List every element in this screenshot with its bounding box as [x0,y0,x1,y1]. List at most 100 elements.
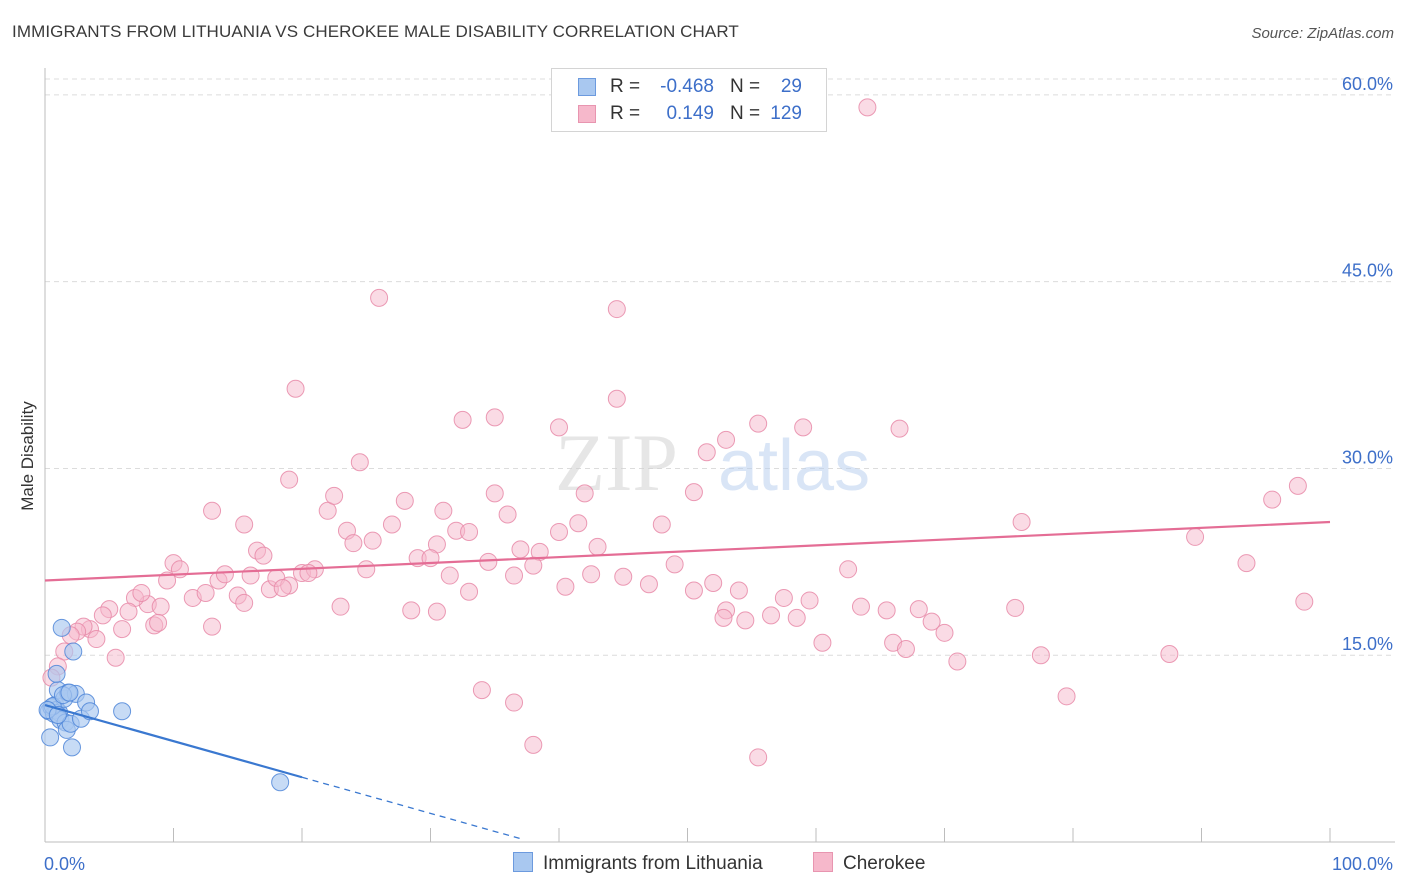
cherokee-point [158,571,177,590]
cherokee-point [472,681,491,700]
cherokee-point [318,501,337,520]
legend-swatch-pink [578,105,596,123]
bottom-legend-lithuania: Immigrants from Lithuania [513,852,763,875]
cherokee-point [607,300,626,319]
cherokee-point [215,565,234,584]
cherokee-point [1160,644,1179,663]
y-tick-label: 60.0% [1342,74,1393,94]
cherokee-point [241,566,260,585]
cherokee-point [800,591,819,610]
lithuania-point [64,642,83,661]
x-tick-label-left: 0.0% [44,854,85,874]
cherokee-point [639,575,658,594]
cherokee-point [890,419,909,438]
cherokee-point [774,588,793,607]
legend-swatch-blue [578,78,596,96]
cherokee-point [357,560,376,579]
cherokee-point [1012,512,1031,531]
lithuania-point [113,702,132,721]
cherokee-point [485,408,504,427]
legend-n-value: 129 [770,103,802,124]
lithuania-trend-extension [301,776,521,840]
cherokee-trend-line [44,520,1331,582]
cherokee-point [813,633,832,652]
cherokee-point [132,583,151,602]
cherokee-point [550,418,568,437]
cherokee-point [909,600,928,619]
cherokee-point [151,597,170,616]
cherokee-point [1057,687,1076,706]
cherokee-point [113,620,132,639]
cherokee-point [460,582,479,601]
cherokee-point [479,552,498,571]
cherokee-point [203,617,222,636]
watermark-atlas: atlas [718,426,870,506]
cherokee-point [106,648,125,667]
bottom-legend-label: Cherokee [843,853,926,874]
cherokee-point [524,556,543,575]
cherokee-point [434,501,453,520]
cherokee-point [607,389,626,408]
cherokee-point [614,567,633,586]
cherokee-point [402,601,421,620]
cherokee-point [505,693,524,712]
cherokee-point [665,555,684,574]
cherokee-point [877,601,896,620]
cherokee-point [858,98,877,117]
cherokee-point [235,593,254,612]
cherokee-point [505,566,524,585]
cherokee-point [511,540,530,559]
cherokee-point [749,748,768,767]
cherokee-point [370,288,389,307]
legend-n-label: N = [730,103,761,124]
watermark-zip: ZIP [555,417,678,508]
cherokee-point [203,501,222,520]
cherokee-point [794,418,813,437]
lithuania-point [271,773,290,792]
cherokee-point [331,597,350,616]
cherokee-point [1263,490,1282,509]
cherokee-point [652,515,671,534]
cherokee-point [684,483,703,502]
lithuania-point [47,664,66,683]
cherokee-point [717,430,736,449]
y-axis-label: Male Disability [18,401,37,511]
cherokee-point [498,505,517,524]
cherokee-point [325,486,344,505]
cherokee-point [440,566,459,585]
cherokee-point [851,597,870,616]
cherokee-point [427,602,446,621]
bottom-legend-cherokee: Cherokee [813,852,925,875]
cherokee-point [299,564,318,583]
cherokee-point [235,515,254,534]
cherokee-point [736,611,755,630]
y-tick-label: 30.0% [1342,447,1393,467]
legend-r-label: R = [610,76,641,97]
cherokee-point [382,515,401,534]
cherokee-point [556,577,575,596]
cherokee-point [714,608,733,627]
lithuania-points [38,618,290,792]
cherokee-point [575,484,594,503]
tick-labels: 15.0% 30.0% 45.0% 60.0% 0.0% 100.0% [44,74,1393,874]
stats-legend: R = -0.468 N = 29 R = 0.149 N = 129 [551,68,827,132]
legend-n-label: N = [730,76,761,97]
lithuania-point [62,738,81,757]
legend-n-value: 29 [780,76,802,97]
cherokee-point [286,379,305,398]
cherokee-point [485,484,504,503]
lithuania-point [60,683,79,702]
source-label: Source: ZipAtlas.com [1251,25,1394,42]
cherokee-point [569,514,588,533]
cherokee-point [922,612,941,631]
cherokee-point [280,470,299,489]
cherokee-point [524,735,543,754]
cherokee-point [254,546,273,565]
watermark: ZIP atlas [555,417,870,508]
cherokee-point [588,537,607,556]
cherokee-point [896,640,915,658]
chart-title: IMMIGRANTS FROM LITHUANIA VS CHEROKEE MA… [12,22,739,41]
x-tick-label-right: 100.0% [1332,854,1393,874]
legend-r-value: -0.468 [660,76,714,97]
